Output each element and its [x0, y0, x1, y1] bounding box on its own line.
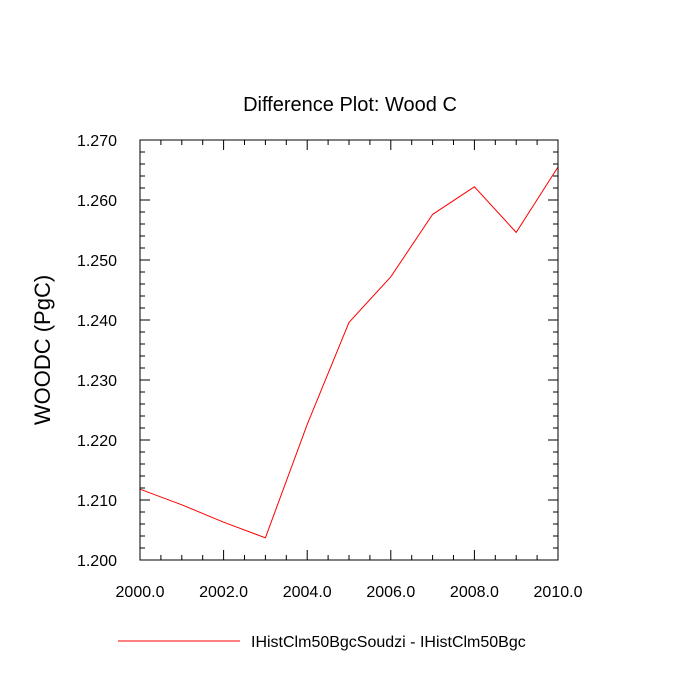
chart-title: Difference Plot: Wood C: [243, 94, 457, 116]
y-tick-label: 1.270: [77, 133, 117, 150]
y-tick-label: 1.230: [77, 373, 117, 390]
x-tick-label: 2010.0: [534, 584, 583, 601]
x-tick-label: 2004.0: [283, 584, 332, 601]
x-tick-labels: 2000.0 2002.0 2004.0 2006.0 2008.0 2010.0: [116, 584, 583, 601]
y-tick-label: 1.240: [77, 313, 117, 330]
major-ticks: [139, 139, 559, 561]
y-tick-label: 1.260: [77, 193, 117, 210]
y-tick-labels: 1.200 1.210 1.220 1.230 1.240 1.250 1.260 1.270: [77, 133, 117, 570]
x-tick-label: 2006.0: [366, 584, 415, 601]
minor-ticks: [140, 140, 558, 560]
x-tick-label: 2008.0: [450, 584, 499, 601]
y-tick-label: 1.250: [77, 253, 117, 270]
x-tick-label: 2000.0: [116, 584, 165, 601]
y-tick-label: 1.200: [77, 553, 117, 570]
series-lines: [139, 166, 559, 539]
y-tick-label: 1.210: [77, 493, 117, 510]
legend: IHistClm50BgcSoudzi - IHistClm50Bgc: [118, 634, 526, 651]
y-axis-label: WOODC (PgC): [30, 275, 55, 425]
legend-entry-label: IHistClm50BgcSoudzi - IHistClm50Bgc: [251, 634, 526, 651]
x-tick-label: 2002.0: [199, 584, 248, 601]
series-line-0: [139, 166, 559, 539]
plot-frame: [139, 139, 559, 561]
y-tick-label: 1.220: [77, 433, 117, 450]
